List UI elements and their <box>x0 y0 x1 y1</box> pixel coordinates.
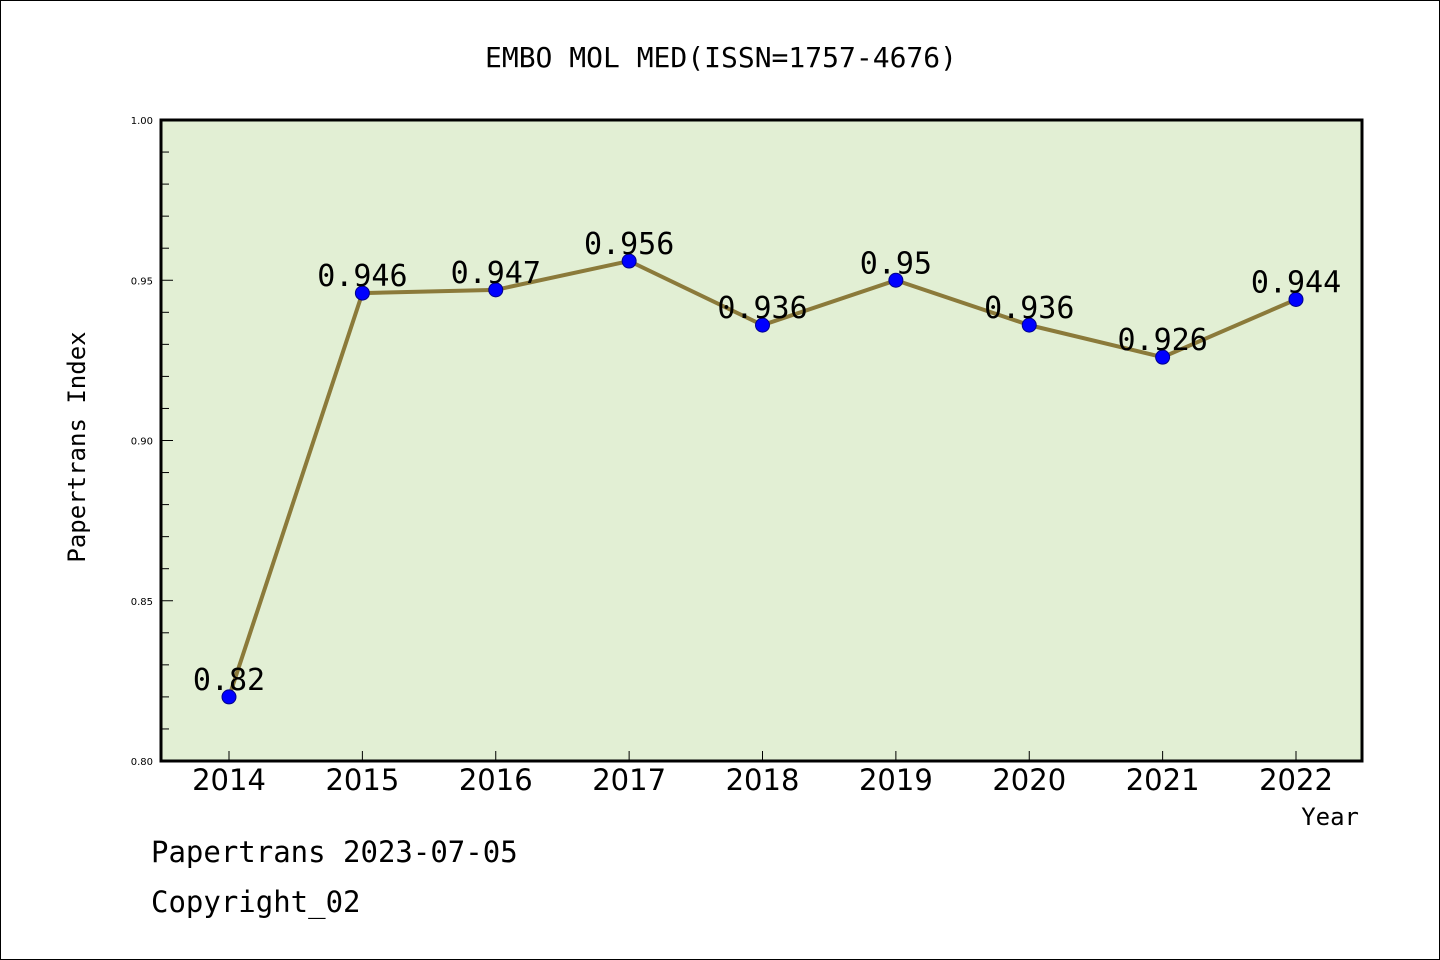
copyright-text: Copyright_02 <box>151 885 361 919</box>
y-tick-label: 0.90 <box>131 437 153 448</box>
source-date-text: Papertrans 2023-07-05 <box>151 835 518 869</box>
y-axis-label: Papertrans Index <box>63 331 91 562</box>
y-axis: 0.80 0.85 0.90 0.95 1.00 <box>131 116 173 768</box>
data-label: 0.926 <box>1117 323 1207 358</box>
data-label: 0.82 <box>193 663 265 698</box>
data-point <box>221 689 237 705</box>
x-axis-label: Year <box>1301 803 1359 831</box>
x-tick-label: 2016 <box>459 763 533 797</box>
data-point <box>888 272 904 288</box>
data-point <box>1021 317 1037 333</box>
data-point <box>488 282 504 298</box>
y-tick-label: 0.80 <box>131 757 153 768</box>
x-tick-label: 2015 <box>325 763 399 797</box>
data-point <box>354 285 370 301</box>
y-tick-label: 1.00 <box>131 116 153 127</box>
data-label: 0.956 <box>584 227 674 262</box>
x-tick-label: 2021 <box>1126 763 1200 797</box>
data-label: 0.95 <box>860 246 932 281</box>
data-point <box>621 253 637 269</box>
data-point <box>1288 291 1304 307</box>
series-line-layer: 0.82 0.946 0.947 0.956 0.936 0.95 0.936 0.926 0.… <box>193 227 1341 705</box>
data-point <box>755 317 770 333</box>
data-label: 0.946 <box>317 259 407 294</box>
x-tick-label: 2020 <box>992 763 1066 797</box>
data-label: 0.947 <box>451 256 541 291</box>
y-tick-label: 0.85 <box>131 597 153 608</box>
chart-title: EMBO MOL MED(ISSN=1757-4676) <box>485 41 957 74</box>
data-label: 0.936 <box>984 291 1074 326</box>
x-axis: 2014 2015 2016 2017 2018 2019 2020 2021 2022 <box>192 751 1333 797</box>
x-tick-label: 2022 <box>1259 763 1333 797</box>
data-label: 0.936 <box>717 291 807 326</box>
data-label: 0.944 <box>1251 265 1341 300</box>
y-tick-label: 0.95 <box>131 276 153 287</box>
data-point <box>1155 349 1171 365</box>
plot-area <box>159 118 1364 763</box>
x-tick-label: 2014 <box>192 763 266 797</box>
x-tick-label: 2019 <box>859 763 933 797</box>
x-tick-label: 2017 <box>592 763 666 797</box>
x-tick-label: 2018 <box>726 763 800 797</box>
